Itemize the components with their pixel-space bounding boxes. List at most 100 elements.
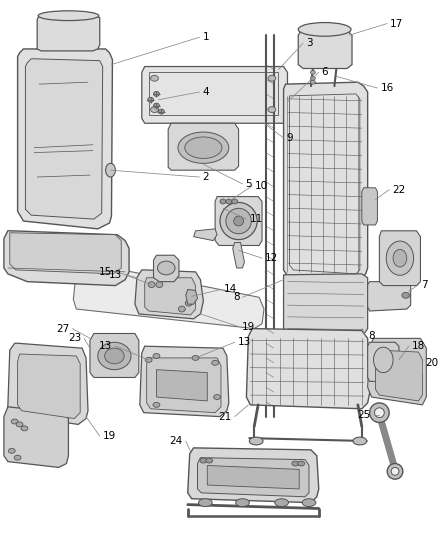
Text: 13: 13 [99,341,113,351]
Polygon shape [186,289,198,304]
Ellipse shape [311,76,315,80]
Ellipse shape [159,109,164,114]
Text: 15: 15 [99,267,113,277]
Polygon shape [233,243,244,268]
Text: 9: 9 [286,133,293,143]
Ellipse shape [200,458,207,463]
Ellipse shape [374,347,393,373]
Ellipse shape [214,394,220,399]
Polygon shape [283,82,367,280]
Ellipse shape [232,199,237,204]
Polygon shape [4,407,68,467]
Polygon shape [147,358,221,413]
Polygon shape [90,334,139,377]
Polygon shape [198,458,309,497]
Polygon shape [298,30,352,69]
Polygon shape [188,448,319,503]
Ellipse shape [153,103,159,108]
Polygon shape [156,370,207,401]
Polygon shape [194,229,217,240]
Ellipse shape [148,281,155,287]
Polygon shape [283,274,367,335]
Ellipse shape [38,11,99,21]
Ellipse shape [105,348,124,364]
Polygon shape [73,262,264,328]
Polygon shape [367,342,399,382]
Ellipse shape [212,360,219,365]
Polygon shape [4,231,129,286]
Ellipse shape [145,358,152,362]
Text: 8: 8 [233,292,240,302]
Ellipse shape [275,499,289,506]
Ellipse shape [298,22,351,36]
Text: 5: 5 [245,179,252,189]
Ellipse shape [151,75,159,81]
Ellipse shape [11,419,18,424]
Text: 14: 14 [224,285,237,294]
Text: 25: 25 [357,410,371,419]
Text: 22: 22 [392,185,405,195]
Ellipse shape [387,464,403,479]
Text: 12: 12 [265,253,278,263]
Ellipse shape [192,356,199,360]
Polygon shape [140,346,229,417]
Ellipse shape [370,403,389,423]
Polygon shape [375,350,422,401]
Ellipse shape [226,199,232,204]
Text: 6: 6 [321,67,328,77]
Text: 20: 20 [425,358,438,368]
Text: 24: 24 [170,436,183,446]
Text: 18: 18 [412,341,425,351]
Text: 16: 16 [380,83,394,93]
Text: 8: 8 [369,332,375,342]
Ellipse shape [153,402,160,407]
Ellipse shape [220,203,257,240]
Ellipse shape [206,458,213,463]
Ellipse shape [302,499,316,506]
Ellipse shape [236,499,249,506]
Ellipse shape [106,163,115,177]
Text: 19: 19 [241,321,255,332]
Ellipse shape [393,249,407,267]
Polygon shape [207,465,299,489]
Ellipse shape [153,353,160,358]
Ellipse shape [21,426,28,431]
Ellipse shape [268,75,276,81]
Ellipse shape [98,342,131,370]
Ellipse shape [151,107,159,112]
Polygon shape [362,188,378,225]
Polygon shape [379,231,420,286]
Polygon shape [10,233,121,274]
Ellipse shape [402,293,410,298]
Text: 19: 19 [102,431,116,441]
Text: 10: 10 [255,181,268,191]
Ellipse shape [153,92,159,96]
Ellipse shape [185,137,222,158]
Ellipse shape [374,408,384,417]
Ellipse shape [185,300,192,306]
Polygon shape [18,49,113,229]
Polygon shape [135,270,203,319]
Text: 13: 13 [109,270,122,280]
Polygon shape [142,67,287,123]
Polygon shape [25,59,102,219]
Text: 21: 21 [219,411,232,422]
Ellipse shape [220,199,226,204]
Polygon shape [367,338,426,405]
Text: 3: 3 [306,38,313,48]
Ellipse shape [234,216,244,226]
Text: 13: 13 [237,337,251,348]
Polygon shape [18,354,80,418]
Ellipse shape [311,70,315,75]
Text: 27: 27 [56,324,70,334]
Ellipse shape [148,98,153,102]
Ellipse shape [226,208,251,234]
Ellipse shape [298,461,304,466]
Polygon shape [367,281,411,311]
Text: 11: 11 [249,214,263,224]
Ellipse shape [14,455,21,460]
Text: 23: 23 [68,333,81,343]
Polygon shape [215,197,262,246]
Ellipse shape [353,437,367,445]
Polygon shape [153,255,179,281]
